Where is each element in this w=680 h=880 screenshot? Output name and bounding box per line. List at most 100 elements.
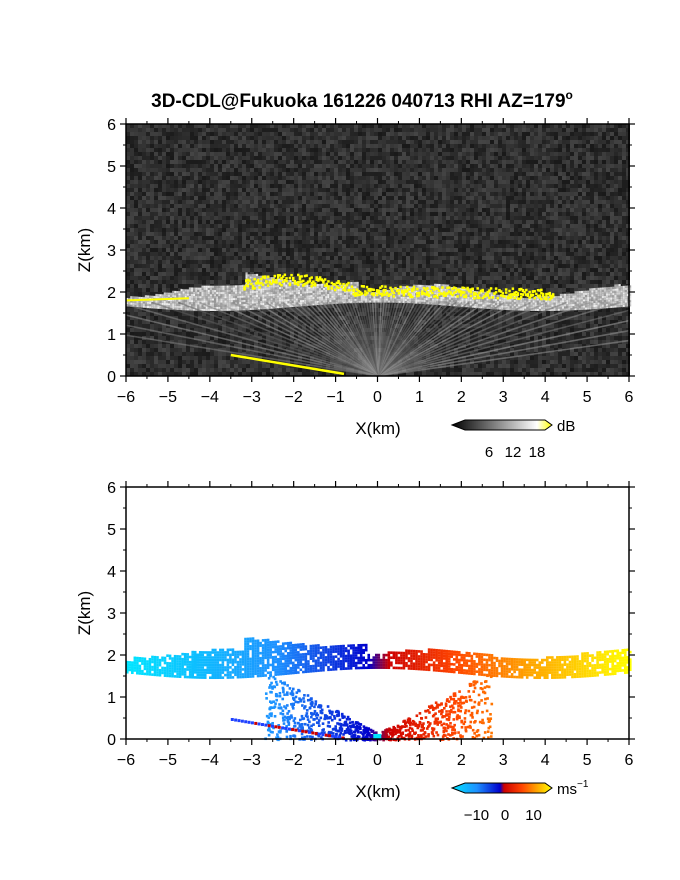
reflectivity-noise-cell xyxy=(190,136,194,140)
reflectivity-noise-cell xyxy=(582,272,586,276)
reflectivity-noise-cell xyxy=(242,144,246,148)
reflectivity-noise-cell xyxy=(382,276,386,280)
reflectivity-noise-cell xyxy=(154,148,158,152)
reflectivity-noise-cell xyxy=(198,200,202,204)
reflectivity-noise-cell xyxy=(394,124,398,128)
reflectivity-noise-cell xyxy=(134,124,138,128)
reflectivity-noise-cell xyxy=(402,164,406,168)
reflectivity-noise-cell xyxy=(210,152,214,156)
reflectivity-noise-cell xyxy=(166,204,170,208)
reflectivity-noise-cell xyxy=(622,188,626,192)
reflectivity-noise-cell xyxy=(526,256,530,260)
reflectivity-noise-cell xyxy=(370,176,374,180)
reflectivity-noise-cell xyxy=(282,200,286,204)
reflectivity-noise-cell xyxy=(578,224,582,228)
reflectivity-noise-cell xyxy=(322,148,326,152)
reflectivity-noise-cell xyxy=(518,176,522,180)
reflectivity-noise-cell xyxy=(490,148,494,152)
reflectivity-noise-cell xyxy=(498,228,502,232)
reflectivity-noise-cell xyxy=(338,124,342,128)
reflectivity-noise-cell xyxy=(462,236,466,240)
reflectivity-noise-cell xyxy=(586,248,590,252)
reflectivity-noise-cell xyxy=(482,152,486,156)
reflectivity-noise-cell xyxy=(590,264,594,268)
reflectivity-noise-cell xyxy=(594,168,598,172)
reflectivity-noise-cell xyxy=(530,124,534,128)
reflectivity-noise-cell xyxy=(590,208,594,212)
reflectivity-noise-cell xyxy=(190,168,194,172)
reflectivity-noise-cell xyxy=(306,216,310,220)
reflectivity-noise-cell xyxy=(242,224,246,228)
reflectivity-noise-cell xyxy=(234,192,238,196)
reflectivity-noise-cell xyxy=(338,216,342,220)
reflectivity-noise-cell xyxy=(442,260,446,264)
reflectivity-noise-cell xyxy=(354,152,358,156)
reflectivity-noise-cell xyxy=(258,176,262,180)
reflectivity-noise-cell xyxy=(602,172,606,176)
reflectivity-noise-cell xyxy=(574,180,578,184)
reflectivity-noise-cell xyxy=(150,280,154,284)
reflectivity-noise-cell xyxy=(138,264,142,268)
reflectivity-noise-cell xyxy=(574,276,578,280)
reflectivity-noise-cell xyxy=(574,156,578,160)
reflectivity-noise-cell xyxy=(206,132,210,136)
reflectivity-noise-cell xyxy=(394,184,398,188)
reflectivity-noise-cell xyxy=(166,224,170,228)
reflectivity-noise-cell xyxy=(614,248,618,252)
reflectivity-noise-cell xyxy=(526,176,530,180)
reflectivity-noise-cell xyxy=(202,156,206,160)
reflectivity-noise-cell xyxy=(338,256,342,260)
reflectivity-noise-cell xyxy=(622,160,626,164)
reflectivity-noise-cell xyxy=(366,276,370,280)
reflectivity-noise-cell xyxy=(174,204,178,208)
reflectivity-noise-cell xyxy=(258,212,262,216)
reflectivity-noise-cell xyxy=(610,144,614,148)
reflectivity-noise-cell xyxy=(146,188,150,192)
reflectivity-noise-cell xyxy=(546,204,550,208)
reflectivity-noise-cell xyxy=(322,248,326,252)
reflectivity-noise-cell xyxy=(582,224,586,228)
reflectivity-noise-cell xyxy=(562,276,566,280)
reflectivity-noise-cell xyxy=(146,248,150,252)
reflectivity-noise-cell xyxy=(614,184,618,188)
reflectivity-noise-cell xyxy=(546,144,550,148)
reflectivity-noise-cell xyxy=(526,172,530,176)
reflectivity-noise-cell xyxy=(430,240,434,244)
reflectivity-noise-cell xyxy=(366,224,370,228)
reflectivity-noise-cell xyxy=(370,212,374,216)
reflectivity-noise-cell xyxy=(370,188,374,192)
reflectivity-noise-cell xyxy=(426,256,430,260)
reflectivity-noise-cell xyxy=(558,244,562,248)
reflectivity-noise-cell xyxy=(210,272,214,276)
reflectivity-noise-cell xyxy=(502,220,506,224)
reflectivity-noise-cell xyxy=(246,144,250,148)
reflectivity-noise-cell xyxy=(258,260,262,264)
reflectivity-noise-cell xyxy=(154,244,158,248)
reflectivity-noise-cell xyxy=(522,152,526,156)
reflectivity-noise-cell xyxy=(434,128,438,132)
reflectivity-noise-cell xyxy=(218,164,222,168)
reflectivity-noise-cell xyxy=(602,200,606,204)
reflectivity-noise-cell xyxy=(446,128,450,132)
reflectivity-noise-cell xyxy=(202,228,206,232)
reflectivity-noise-cell xyxy=(554,136,558,140)
reflectivity-noise-cell xyxy=(566,132,570,136)
reflectivity-noise-cell xyxy=(198,208,202,212)
reflectivity-noise-cell xyxy=(382,268,386,272)
reflectivity-noise-cell xyxy=(398,252,402,256)
reflectivity-noise-cell xyxy=(342,140,346,144)
reflectivity-noise-cell xyxy=(182,160,186,164)
reflectivity-noise-cell xyxy=(310,160,314,164)
reflectivity-noise-cell xyxy=(226,156,230,160)
reflectivity-noise-cell xyxy=(358,172,362,176)
reflectivity-noise-cell xyxy=(282,160,286,164)
reflectivity-noise-cell xyxy=(366,180,370,184)
reflectivity-noise-cell xyxy=(230,184,234,188)
reflectivity-noise-cell xyxy=(386,144,390,148)
reflectivity-noise-cell xyxy=(286,140,290,144)
reflectivity-noise-cell xyxy=(246,124,250,128)
reflectivity-noise-cell xyxy=(610,136,614,140)
reflectivity-noise-cell xyxy=(466,208,470,212)
reflectivity-noise-cell xyxy=(338,280,342,284)
reflectivity-noise-cell xyxy=(606,220,610,224)
